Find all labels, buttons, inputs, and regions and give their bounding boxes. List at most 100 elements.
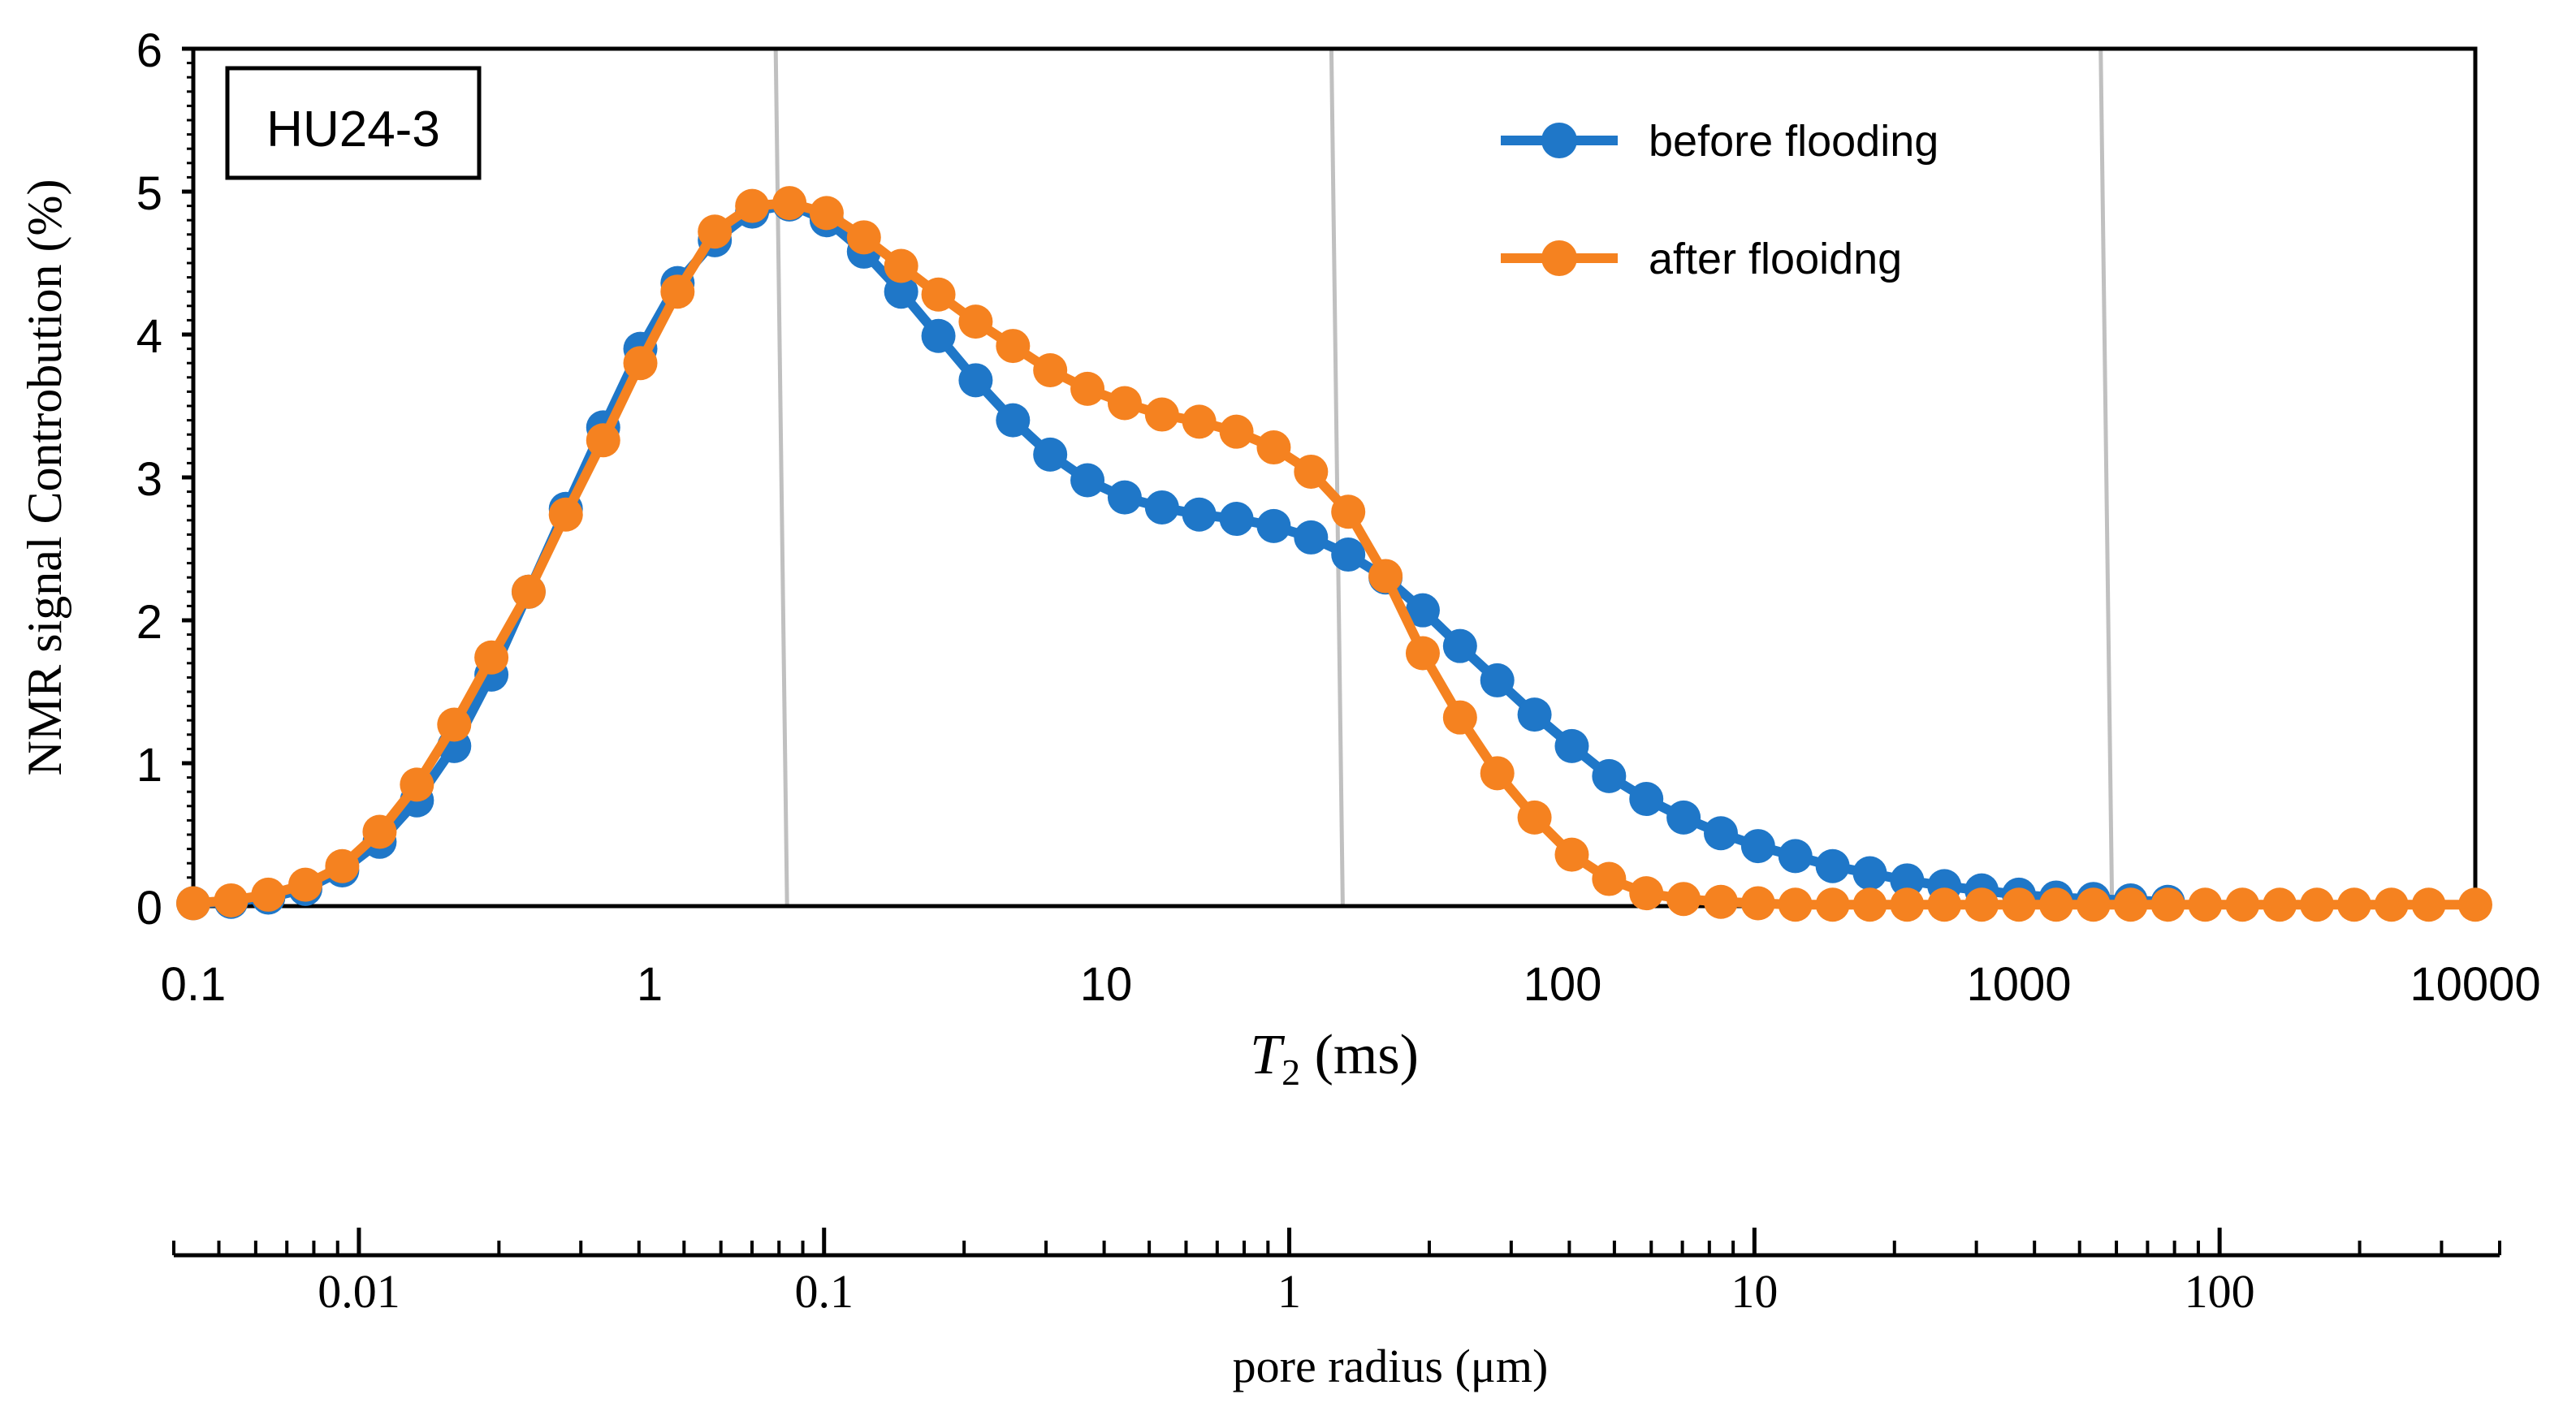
data-point bbox=[1740, 829, 1775, 864]
legend-label-after: after flooidng bbox=[1649, 235, 1902, 283]
legend: before flooding after flooidng bbox=[1501, 117, 1938, 283]
data-point bbox=[1629, 782, 1664, 816]
data-point bbox=[2458, 887, 2492, 922]
x-tick-label: 1 bbox=[637, 958, 663, 1011]
legend-marker-after bbox=[1541, 240, 1577, 276]
data-point bbox=[176, 886, 210, 921]
data-point bbox=[1368, 559, 1403, 594]
data-point bbox=[1331, 494, 1366, 529]
data-point bbox=[884, 248, 918, 283]
data-point bbox=[400, 767, 434, 802]
pore-radius-tick-label: 0.01 bbox=[318, 1265, 400, 1318]
data-point bbox=[1815, 887, 1850, 922]
data-point bbox=[287, 867, 322, 902]
data-point bbox=[1219, 414, 1254, 449]
data-point bbox=[809, 196, 844, 231]
data-point bbox=[1480, 663, 1515, 697]
data-point bbox=[1703, 816, 1738, 851]
y-tick-label: 0 bbox=[136, 882, 162, 935]
reference-line bbox=[773, 48, 789, 907]
data-point bbox=[1517, 697, 1552, 732]
data-point bbox=[2263, 887, 2297, 922]
sample-label-box: HU24-3 bbox=[225, 66, 482, 180]
data-point bbox=[1144, 490, 1179, 525]
data-point bbox=[1107, 480, 1142, 515]
x-axis-label: T2 (ms) bbox=[1250, 1024, 1419, 1093]
data-point bbox=[772, 186, 807, 221]
pore-radius-tick-label: 0.1 bbox=[794, 1265, 854, 1318]
data-point bbox=[958, 363, 993, 398]
data-point bbox=[958, 304, 993, 339]
y-tick-label: 3 bbox=[136, 453, 162, 506]
data-point bbox=[1666, 800, 1701, 835]
data-point bbox=[1703, 884, 1738, 919]
data-point bbox=[1256, 430, 1291, 465]
data-point bbox=[2300, 887, 2335, 922]
data-point bbox=[1107, 386, 1142, 421]
pore-radius-tick-label: 100 bbox=[2185, 1265, 2255, 1318]
series bbox=[176, 186, 2492, 922]
data-point bbox=[2150, 887, 2185, 922]
data-point bbox=[1554, 728, 1589, 763]
data-point bbox=[1592, 758, 1627, 793]
data-point bbox=[1070, 371, 1105, 406]
data-point bbox=[1033, 353, 1068, 387]
data-point bbox=[511, 574, 546, 609]
data-point bbox=[1182, 404, 1217, 439]
data-point bbox=[2038, 887, 2073, 922]
data-point bbox=[251, 877, 286, 912]
axes: 0 1 2 3 4 5 6 0.1 1 10 100 1000 10000 bbox=[136, 24, 2541, 1011]
reference-line bbox=[2098, 48, 2115, 907]
y-axis-label: NMR signal Controbution (%) bbox=[18, 179, 71, 776]
data-point bbox=[1927, 887, 1962, 922]
x-tick-label: 10 bbox=[1080, 958, 1133, 1011]
pore-radius-tick-label: 1 bbox=[1277, 1265, 1301, 1318]
data-point bbox=[1964, 887, 1999, 922]
data-point bbox=[1554, 837, 1589, 872]
data-point bbox=[921, 318, 956, 353]
data-point bbox=[1294, 520, 1329, 555]
data-point bbox=[623, 346, 658, 381]
pore-radius-label: pore radius (μm) bbox=[1233, 1340, 1549, 1392]
data-point bbox=[437, 707, 472, 742]
data-point bbox=[1442, 628, 1477, 663]
reference-line bbox=[1329, 48, 1345, 907]
data-point bbox=[2225, 887, 2260, 922]
y-tick-label: 5 bbox=[136, 167, 162, 220]
data-point bbox=[1182, 497, 1217, 532]
data-point bbox=[1294, 454, 1329, 489]
y-tick-label: 1 bbox=[136, 739, 162, 792]
data-point bbox=[846, 220, 881, 255]
data-point bbox=[921, 277, 956, 312]
data-point bbox=[362, 814, 397, 849]
x-tick-label: 0.1 bbox=[161, 958, 227, 1011]
data-point bbox=[996, 403, 1031, 438]
data-point bbox=[735, 188, 770, 223]
data-point bbox=[1890, 863, 1925, 898]
series-line bbox=[192, 199, 2168, 909]
data-point bbox=[1852, 856, 1887, 891]
data-point bbox=[325, 848, 360, 883]
data-point bbox=[1592, 861, 1627, 896]
data-point bbox=[660, 274, 695, 309]
data-point bbox=[1331, 537, 1366, 572]
data-point bbox=[1890, 887, 1925, 922]
legend-marker-before bbox=[1541, 123, 1577, 158]
data-point bbox=[1480, 756, 1515, 791]
data-point bbox=[1219, 502, 1254, 537]
data-point bbox=[1852, 887, 1887, 922]
data-point bbox=[2002, 887, 2036, 922]
data-point bbox=[1517, 800, 1552, 835]
x-tick-label: 100 bbox=[1524, 958, 1602, 1011]
y-tick-label: 2 bbox=[136, 596, 162, 649]
data-point bbox=[1070, 463, 1105, 498]
data-point bbox=[1144, 397, 1179, 432]
sample-label-frame bbox=[225, 66, 482, 180]
data-point bbox=[586, 423, 620, 458]
data-point bbox=[2374, 887, 2409, 922]
legend-label-before: before flooding bbox=[1649, 117, 1938, 166]
data-point bbox=[1405, 636, 1440, 671]
pore-radius-axis: 0.01 0.1 1 10 100 bbox=[172, 1228, 2501, 1318]
data-point bbox=[214, 883, 249, 917]
data-point bbox=[698, 214, 733, 249]
